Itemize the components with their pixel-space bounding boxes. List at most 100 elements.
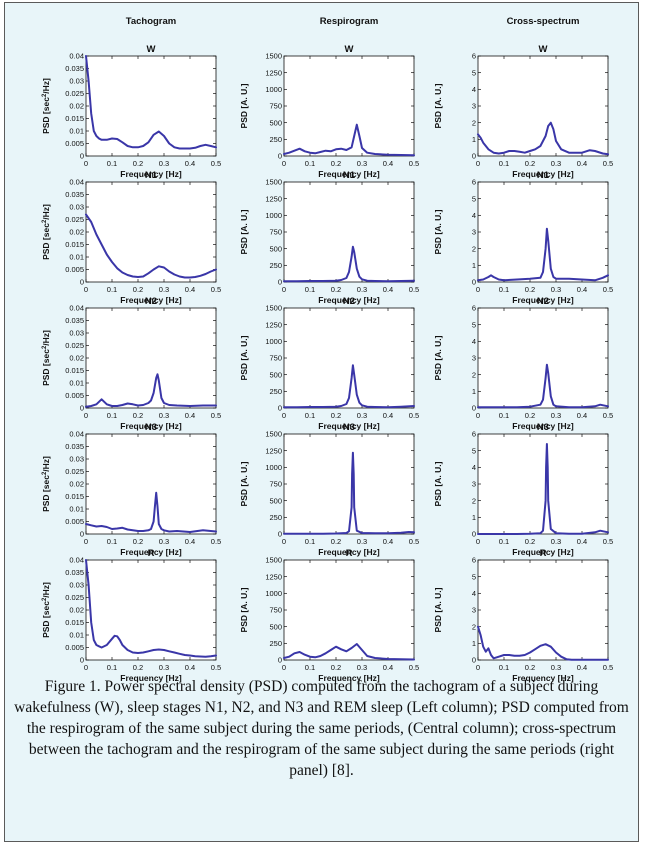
x-tick-label: 0.4 (383, 159, 393, 168)
x-tick-label: 0.3 (551, 663, 561, 672)
panel-0-3: N3 0 0.005 0.01 0.015 0.02 0.025 0.03 0.035 0.04 0… (41, 422, 221, 557)
x-tick-label: 0.1 (305, 663, 315, 672)
axes-box (283, 181, 415, 283)
y-tick-label: 1250 (265, 446, 282, 455)
x-tick-label: 0.3 (357, 663, 367, 672)
y-tick-label: 0.035 (65, 316, 84, 325)
x-tick-label: 0.2 (133, 285, 143, 294)
y-tick-label: 1250 (265, 320, 282, 329)
y-tick-label: 1500 (265, 556, 282, 565)
x-axis-label: Frequency [Hz] (120, 169, 182, 179)
x-tick-label: 0.1 (305, 537, 315, 546)
psd-line-R (477, 625, 609, 661)
y-axis-label-main: PSD [A. U.] (239, 461, 249, 506)
y-tick-label: 500 (269, 622, 282, 631)
y-tick-label: 0.01 (69, 379, 84, 388)
x-tick-label: 0.2 (525, 159, 535, 168)
y-tick-label: 2 (472, 244, 476, 253)
y-tick-label: 250 (269, 513, 282, 522)
x-tick-label: 0.3 (357, 537, 367, 546)
y-tick-label: 0.04 (69, 178, 84, 187)
y-tick-label: 3 (472, 228, 476, 237)
x-tick-label: 0 (476, 663, 480, 672)
y-axis-label: PSD [A. U.] (433, 461, 443, 506)
y-tick-label: 0 (80, 530, 84, 539)
x-axis-label: Frequency [Hz] (512, 169, 574, 179)
y-tick-label: 2 (472, 496, 476, 505)
x-tick-label: 0 (282, 537, 286, 546)
y-axis-label-tail: /Hz] (41, 204, 51, 220)
y-tick-label: 3 (472, 102, 476, 111)
x-axis-label: Frequency [Hz] (318, 673, 380, 683)
x-axis-label: Frequency [Hz] (318, 547, 380, 557)
panel-2-0: W 0 1 2 3 4 5 6 0 0.1 0.2 0.3 0.4 0.5 Frequency [Hz] PS… (433, 44, 613, 179)
x-tick-label: 0.2 (331, 411, 341, 420)
x-tick-label: 0.2 (133, 159, 143, 168)
y-tick-label: 0.03 (69, 77, 84, 86)
y-tick-label: 0.04 (69, 556, 84, 565)
panel-title: N1 (343, 170, 356, 181)
x-tick-label: 0.1 (499, 663, 509, 672)
y-tick-label: 4 (472, 211, 476, 220)
x-axis-label: Frequency [Hz] (512, 295, 574, 305)
panel-0-1: N1 0 0.005 0.01 0.015 0.02 0.025 0.03 0.035 0.04 0… (41, 170, 221, 305)
y-tick-label: 0 (472, 404, 476, 413)
x-tick-label: 0.4 (185, 411, 195, 420)
y-tick-label: 5 (472, 572, 476, 581)
y-tick-label: 250 (269, 639, 282, 648)
y-tick-label: 1500 (265, 304, 282, 313)
y-tick-label: 0 (278, 656, 282, 665)
x-tick-label: 0.2 (525, 411, 535, 420)
y-tick-label: 6 (472, 52, 476, 61)
y-axis-label-sup: 2 (42, 345, 48, 349)
y-tick-label: 500 (269, 496, 282, 505)
y-axis-label-main: PSD [A. U.] (433, 335, 443, 380)
y-axis-label-main: PSD [sec (41, 349, 51, 386)
y-axis-label: PSD [A. U.] (433, 335, 443, 380)
x-tick-label: 0.1 (305, 411, 315, 420)
x-tick-label: 0.3 (159, 411, 169, 420)
y-axis-label-main: PSD [sec (41, 475, 51, 512)
y-tick-label: 500 (269, 244, 282, 253)
x-tick-label: 0.5 (211, 285, 221, 294)
y-tick-label: 0.005 (65, 265, 84, 274)
x-tick-label: 0 (84, 285, 88, 294)
x-tick-label: 0.5 (211, 663, 221, 672)
x-tick-label: 0 (84, 537, 88, 546)
panel-title: N3 (145, 422, 157, 433)
y-tick-label: 750 (269, 480, 282, 489)
x-tick-label: 0.5 (603, 159, 613, 168)
y-tick-label: 0.005 (65, 517, 84, 526)
x-tick-label: 0 (476, 537, 480, 546)
psd-line-R (85, 559, 217, 658)
x-axis-label: Frequency [Hz] (120, 421, 182, 431)
x-tick-label: 0 (282, 411, 286, 420)
y-axis-label-main: PSD [sec (41, 97, 51, 134)
y-tick-label: 4 (472, 463, 476, 472)
x-tick-label: 0.2 (331, 663, 341, 672)
x-tick-label: 0.1 (107, 411, 117, 420)
x-tick-label: 0.4 (577, 285, 587, 294)
y-tick-label: 5 (472, 320, 476, 329)
psd-line-W (477, 121, 609, 156)
x-tick-label: 0 (84, 411, 88, 420)
x-tick-label: 0.4 (383, 285, 393, 294)
y-tick-label: 0.005 (65, 391, 84, 400)
y-tick-label: 0.005 (65, 643, 84, 652)
x-tick-label: 0 (476, 159, 480, 168)
y-tick-label: 1 (472, 387, 476, 396)
x-tick-label: 0.4 (185, 537, 195, 546)
y-tick-label: 6 (472, 178, 476, 187)
y-tick-label: 6 (472, 556, 476, 565)
y-tick-label: 0 (278, 278, 282, 287)
panel-title: R (148, 548, 155, 559)
x-tick-label: 0.5 (211, 159, 221, 168)
x-axis-label: Frequency [Hz] (318, 421, 380, 431)
x-tick-label: 0.4 (383, 663, 393, 672)
x-tick-label: 0 (282, 159, 286, 168)
y-tick-label: 0.025 (65, 89, 84, 98)
psd-line-N2 (283, 364, 415, 409)
y-tick-label: 0.04 (69, 430, 84, 439)
y-tick-label: 2 (472, 622, 476, 631)
x-tick-label: 0.2 (133, 411, 143, 420)
